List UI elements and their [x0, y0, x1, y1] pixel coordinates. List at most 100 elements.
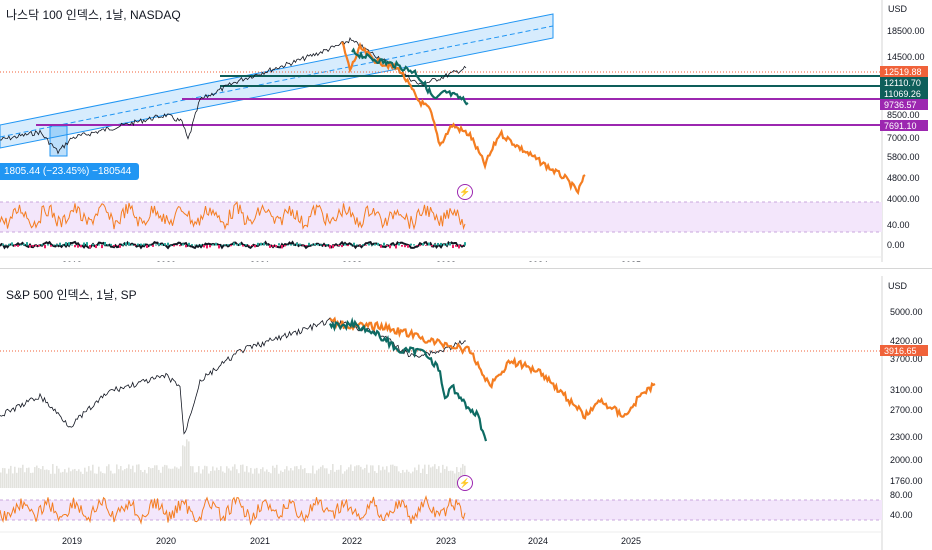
macd-histogram-bar — [47, 244, 49, 246]
macd-histogram-bar — [194, 244, 196, 246]
macd-histogram-bar — [101, 245, 103, 249]
volume-bar — [318, 468, 320, 488]
volume-bar — [392, 464, 394, 488]
macd-histogram-bar — [161, 243, 163, 246]
macd-histogram-bar — [281, 245, 283, 249]
sp500-chart-pane[interactable]: USD 5000.00 4200.00 3700.00 3100.00 2700.00 23… — [0, 276, 932, 550]
volume-bar — [36, 465, 38, 488]
macd-histogram-bar — [416, 245, 418, 246]
macd-histogram-bar — [320, 244, 322, 246]
volume-bar — [350, 464, 352, 488]
volume-bar — [232, 466, 234, 488]
volume-bar — [336, 469, 338, 488]
volume-bar — [224, 472, 226, 488]
volume-bar — [124, 469, 126, 488]
volume-bar — [394, 465, 396, 488]
macd-histogram-bar — [377, 242, 379, 246]
volume-bar — [110, 470, 112, 488]
rsi-series — [0, 495, 466, 526]
nasdaq-chart-svg[interactable]: USD 18500.00 14500.00 8500.00 7000.00 5800.00… — [0, 0, 932, 262]
macd-histogram-bar — [191, 244, 193, 246]
x-axis-year-label: 2023 — [436, 536, 456, 546]
macd-histogram-bar — [23, 243, 25, 246]
macd-histogram-bar — [257, 242, 259, 246]
volume-bar — [382, 466, 384, 488]
sp500-price-tag-bg — [880, 345, 928, 356]
volume-bar — [354, 466, 356, 488]
macd-histogram-bar — [362, 244, 364, 246]
macd-histogram-bar — [110, 243, 112, 246]
volume-bar — [216, 467, 218, 488]
volume-bar — [158, 469, 160, 488]
volume-bar — [356, 465, 358, 488]
volume-bar — [390, 464, 392, 488]
nasdaq-price-tick: 4800.00 — [887, 173, 920, 183]
volume-bar — [30, 472, 32, 488]
volume-bar — [302, 469, 304, 488]
x-axis-year-label: 2022 — [342, 260, 362, 262]
volume-bar — [236, 469, 238, 488]
macd-histogram-bar — [2, 243, 4, 246]
volume-bar — [182, 445, 184, 488]
macd-histogram-bar — [422, 243, 424, 246]
macd-histogram-bar — [155, 244, 157, 246]
macd-histogram-bar — [62, 244, 64, 246]
volume-bar — [18, 467, 20, 488]
volume-bar — [138, 464, 140, 488]
nasdaq-price-tag: 9736.57 — [884, 100, 917, 110]
volume-bar — [434, 464, 436, 488]
volume-bar — [212, 466, 214, 488]
macd-histogram-bar — [209, 245, 211, 248]
macd-histogram-bar — [20, 244, 22, 246]
macd-histogram-bar — [116, 245, 118, 246]
macd-histogram-bar — [392, 244, 394, 246]
volume-bar — [162, 466, 164, 488]
lightning-icon[interactable]: ⚡ — [457, 184, 473, 200]
macd-histogram-bar — [119, 245, 121, 248]
macd-histogram-bar — [170, 244, 172, 246]
volume-bar — [266, 469, 268, 488]
macd-histogram-bar — [179, 245, 181, 247]
macd-histogram-bar — [326, 243, 328, 246]
macd-histogram-bar — [269, 245, 271, 248]
macd-histogram-bar — [29, 245, 31, 248]
macd-histogram-bar — [335, 245, 337, 246]
volume-bar — [92, 464, 94, 488]
macd-histogram-bar — [458, 245, 460, 249]
volume-bar — [146, 473, 148, 488]
volume-bar — [362, 469, 364, 488]
volume-bar — [176, 467, 178, 488]
nasdaq-chart-pane[interactable]: USD 18500.00 14500.00 8500.00 7000.00 5800.00… — [0, 0, 932, 262]
volume-bar — [54, 473, 56, 488]
volume-bar — [70, 471, 72, 488]
volume-bar — [86, 471, 88, 488]
nasdaq-price-tag: 12110.70 — [884, 78, 921, 88]
macd-histogram-bar — [275, 245, 277, 248]
volume-bar — [326, 468, 328, 488]
macd-histogram-bar — [338, 245, 340, 247]
sp500-chart-svg[interactable]: USD 5000.00 4200.00 3700.00 3100.00 2700.00 23… — [0, 276, 932, 550]
macd-histogram-bar — [350, 244, 352, 246]
volume-bar — [340, 465, 342, 488]
macd-histogram-bar — [227, 244, 229, 246]
macd-histogram-bar — [53, 244, 55, 246]
volume-bar — [38, 468, 40, 488]
macd-histogram-bar — [446, 243, 448, 246]
volume-bar — [8, 468, 10, 488]
volume-bar — [418, 464, 420, 488]
macd-histogram-bar — [236, 244, 238, 246]
macd-histogram-bar — [185, 245, 187, 248]
macd-histogram-bar — [404, 245, 406, 248]
rsi-series — [0, 201, 466, 231]
pane-divider[interactable] — [0, 268, 932, 269]
sp500-projection-series — [329, 316, 656, 420]
macd-histogram-bar — [278, 243, 280, 246]
volume-bar — [64, 469, 66, 488]
macd-histogram-bar — [71, 244, 73, 246]
volume-bar — [74, 468, 76, 488]
volume-bar — [332, 464, 334, 488]
lightning-icon[interactable]: ⚡ — [457, 475, 473, 491]
volume-bar — [206, 466, 208, 488]
volume-bar — [52, 464, 54, 488]
volume-bar — [386, 466, 388, 488]
